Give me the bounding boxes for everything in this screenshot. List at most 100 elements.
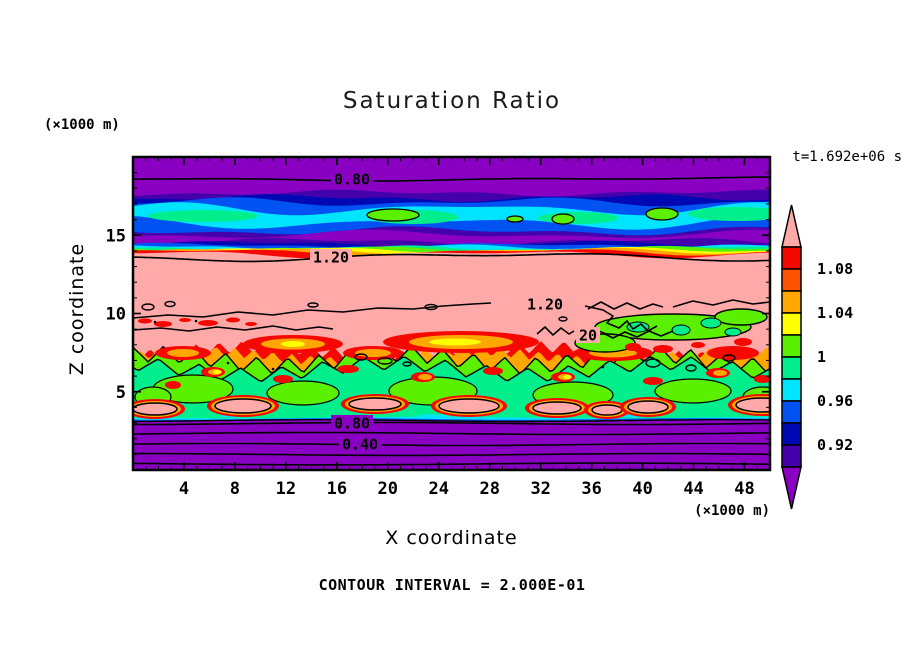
mottle-yellow-spot (213, 370, 221, 374)
colorbar-segment-cyan (781, 378, 802, 402)
x-tick-label: 12 (276, 479, 296, 499)
contour-line (133, 431, 769, 436)
colorbar-tick-label: 1 (817, 348, 826, 366)
cloud-green-patch (538, 212, 618, 224)
plot-field: 0.80 1.20 1.20 20 0.80 0.40 (133, 157, 770, 470)
x-tick-label: 28 (479, 479, 499, 499)
contour-label: 20 (579, 327, 597, 345)
colorbar-segment-orangered (781, 268, 802, 292)
hotspot-orange (167, 349, 199, 357)
colorbar-segment-chartreuse (781, 334, 802, 358)
contour-squiggle (602, 330, 674, 339)
x-tick-label: 16 (327, 479, 347, 499)
contour-line (133, 253, 770, 263)
colorbar-segment-orange (781, 290, 802, 314)
cluster-spring (724, 327, 742, 337)
mottle-red-spot (483, 367, 503, 375)
black-dot (226, 361, 230, 365)
contour-label-bg (310, 249, 352, 265)
colorbar-segment-blue (781, 400, 802, 424)
z-axis-unit-label: (×1000 m) (44, 117, 120, 133)
closed-contour-loop (645, 358, 661, 368)
x-tick-label: 32 (530, 479, 550, 499)
colorbar-segment-spring (781, 356, 802, 380)
pink-lens (627, 400, 669, 414)
red-speck (179, 318, 191, 322)
contour-label-bg (339, 436, 381, 452)
cluster-spring (671, 324, 691, 336)
closed-contour-loop (354, 353, 368, 361)
x-tick-label: 24 (429, 479, 449, 499)
contour-label-bg (524, 296, 566, 312)
mottle-yellow-spot (563, 375, 571, 379)
colorbar-over-arrow (781, 204, 802, 248)
pink-lens (438, 398, 500, 414)
contour-squiggle (133, 325, 334, 332)
red-speck (154, 321, 172, 327)
z-tick-label: 10 (106, 305, 126, 325)
contour-squiggle (672, 299, 770, 308)
cluster-red-speck (653, 345, 673, 353)
plot-border (131, 155, 772, 472)
black-dot (194, 319, 198, 323)
hotspot-red (707, 346, 759, 360)
colorbar-tick-label: 0.92 (817, 436, 853, 454)
closed-contour-loop (424, 303, 438, 311)
contour-label-bg (331, 415, 373, 431)
contour-squiggle (587, 301, 664, 310)
x-axis-unit-label: (×1000 m) (694, 503, 770, 519)
band-edge-contour (133, 419, 769, 423)
mottle-orange-spot (713, 370, 727, 376)
colorbar: 1.08 1.04 1 0.96 0.92 (781, 204, 853, 510)
contour-label-bg (331, 171, 373, 187)
cyan-dash (417, 414, 449, 418)
hotspot-yellow (429, 338, 481, 346)
x-tick-label: 20 (378, 479, 398, 499)
red-speck (226, 317, 240, 323)
z-tick-label: 5 (116, 383, 126, 403)
black-dot (601, 365, 605, 369)
pink-lens (735, 397, 770, 413)
mottle-red-spot (165, 381, 181, 389)
black-dot (271, 367, 275, 371)
contour-label: 1.20 (313, 249, 349, 267)
closed-contour-loop (722, 354, 736, 362)
colorbar-tick-label: 1.04 (817, 304, 853, 322)
contour-label: 0.80 (334, 171, 370, 189)
contour-line (133, 442, 770, 447)
mottle-orange-spot (418, 374, 432, 380)
cluster-red-speck (734, 338, 752, 346)
contour-label: 1.20 (527, 296, 563, 314)
contour-line (133, 452, 769, 457)
contour-label-bg (576, 327, 600, 343)
red-speck (138, 318, 152, 324)
cluster-spring (626, 321, 650, 333)
mottle-red-spot (337, 365, 359, 373)
pink-lens (532, 401, 582, 415)
colorbar-tick-label: 1.08 (817, 260, 853, 278)
pink-lens (214, 398, 272, 414)
x-tick-label: 8 (230, 479, 240, 499)
closed-contour-loop (558, 316, 568, 322)
colorbar-segment-indigo (781, 444, 802, 468)
pink-lens (133, 402, 178, 416)
closed-contour-loop (377, 357, 393, 365)
x-tick-label: 44 (683, 479, 703, 499)
pink-lens (348, 397, 402, 411)
colorbar-segment-red (781, 246, 802, 270)
closed-contour-loop (141, 303, 155, 311)
x-tick-label: 4 (179, 479, 189, 499)
x-tick-label: 40 (632, 479, 652, 499)
closed-contour-loop (307, 302, 319, 308)
mottle-chartreuse-patch (654, 378, 732, 404)
cloud-chartreuse-blob (506, 215, 524, 223)
colorbar-segment-navy (781, 422, 802, 446)
contour-squiggle (133, 302, 492, 319)
cloud-green-patch (148, 210, 258, 222)
cluster-red-speck (691, 342, 705, 348)
chart-title: Saturation Ratio (342, 88, 562, 114)
cloud-chartreuse-blob (551, 213, 575, 225)
timestamp-label: t=1.692e+06 s (792, 149, 902, 165)
hotspot-yellow (281, 341, 305, 347)
